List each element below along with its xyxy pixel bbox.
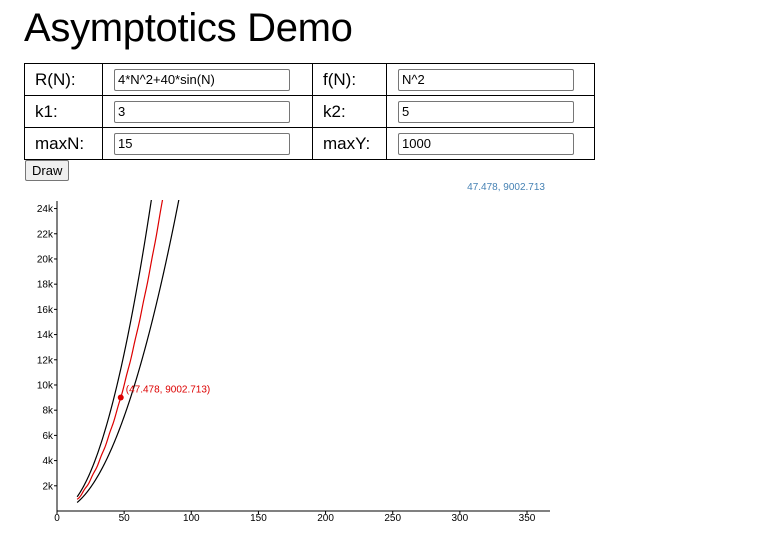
chart-curves bbox=[76, 200, 180, 503]
r-label: R(N): bbox=[24, 63, 103, 96]
x-tick-label: 250 bbox=[384, 513, 401, 524]
y-tick-label: 6k bbox=[42, 431, 54, 442]
k1-label: k1: bbox=[24, 95, 103, 128]
y-tick-label: 2k bbox=[42, 481, 54, 492]
f-input[interactable] bbox=[398, 68, 574, 91]
maxn-input[interactable] bbox=[114, 132, 290, 155]
chart-axes: 0 50 100 150 200 250 300 350 2k 4k 6k 8k 10k 12k 14k 16… bbox=[37, 201, 550, 524]
draw-button[interactable]: Draw bbox=[25, 160, 70, 181]
params-row-1: R(N): f(N): bbox=[24, 63, 595, 96]
page-title: Asymptotics Demo bbox=[24, 6, 353, 50]
series-lower-line bbox=[76, 200, 180, 503]
x-tick-label: 300 bbox=[452, 513, 469, 524]
x-tick-label: 350 bbox=[519, 513, 536, 524]
y-tick-label: 8k bbox=[42, 406, 54, 417]
x-tick-label: 0 bbox=[54, 513, 60, 524]
series-r-line bbox=[76, 200, 164, 500]
params-row-3: maxN: maxY: bbox=[24, 127, 595, 160]
maxy-label: maxY: bbox=[312, 127, 387, 160]
k1-input[interactable] bbox=[114, 100, 290, 123]
x-tick-label: 50 bbox=[119, 513, 131, 524]
r-input[interactable] bbox=[114, 68, 290, 91]
k2-label: k2: bbox=[312, 95, 387, 128]
f-input-cell bbox=[386, 63, 595, 96]
y-tick-label: 16k bbox=[37, 305, 54, 316]
maxy-input-cell bbox=[386, 127, 595, 160]
y-tick-label: 10k bbox=[37, 380, 54, 391]
y-tick-label: 24k bbox=[37, 204, 54, 215]
maxn-label: maxN: bbox=[24, 127, 103, 160]
parameters-table: R(N): f(N): k1: k2: maxN: maxY: bbox=[24, 63, 595, 160]
maxn-input-cell bbox=[102, 127, 313, 160]
y-tick-label: 14k bbox=[37, 330, 54, 341]
x-tick-label: 100 bbox=[183, 513, 200, 524]
series-upper-line bbox=[76, 200, 152, 498]
x-tick-label: 150 bbox=[250, 513, 267, 524]
coordinate-readout: 47.478, 9002.713 bbox=[467, 182, 545, 193]
maxy-input[interactable] bbox=[398, 132, 574, 155]
y-tick-label: 4k bbox=[42, 456, 54, 467]
k1-input-cell bbox=[102, 95, 313, 128]
params-row-2: k1: k2: bbox=[24, 95, 595, 128]
y-tick-label: 18k bbox=[37, 280, 54, 291]
k2-input-cell bbox=[386, 95, 595, 128]
marker-label: (47.478, 9002.713) bbox=[126, 385, 211, 396]
marker-point bbox=[117, 394, 124, 401]
f-label: f(N): bbox=[312, 63, 387, 96]
r-input-cell bbox=[102, 63, 313, 96]
y-tick-label: 12k bbox=[37, 355, 54, 366]
k2-input[interactable] bbox=[398, 100, 574, 123]
x-tick-label: 200 bbox=[317, 513, 334, 524]
y-tick-label: 20k bbox=[37, 254, 54, 265]
y-tick-label: 22k bbox=[37, 229, 54, 240]
chart-marker: (47.478, 9002.713) bbox=[117, 385, 211, 401]
